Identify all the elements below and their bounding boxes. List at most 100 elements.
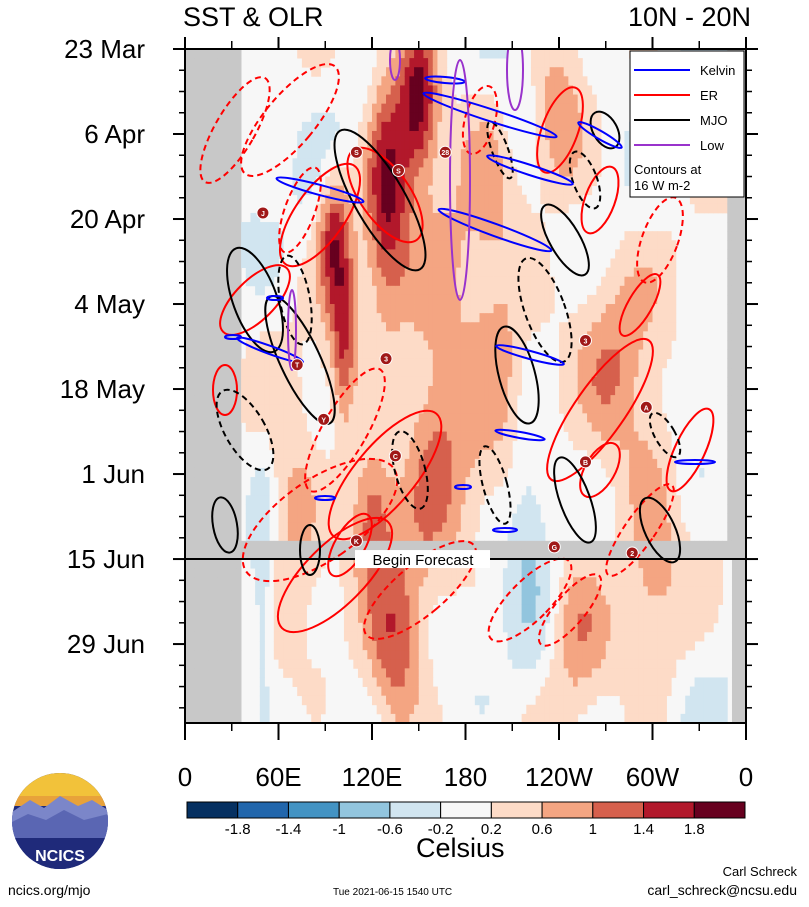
heatmap-cell xyxy=(231,504,237,514)
heatmap-cell xyxy=(194,641,200,651)
heatmap-cell xyxy=(619,431,625,442)
heatmap-cell xyxy=(348,322,354,332)
heatmap-cell xyxy=(194,85,200,95)
heatmap-cell xyxy=(512,540,518,551)
heatmap-cell xyxy=(372,94,378,105)
heatmap-cell xyxy=(297,140,303,150)
heatmap-cell xyxy=(582,440,588,451)
heatmap-cell xyxy=(390,304,396,314)
heatmap-cell xyxy=(619,395,625,405)
heatmap-cell xyxy=(362,604,368,615)
heatmap-cell xyxy=(442,76,448,86)
heatmap-cell xyxy=(615,294,621,305)
heatmap-cell xyxy=(386,331,392,341)
heatmap-cell xyxy=(409,222,415,232)
heatmap-cell xyxy=(189,322,195,332)
heatmap-cell xyxy=(432,358,438,369)
heatmap-cell xyxy=(428,313,434,323)
heatmap-cell xyxy=(601,622,607,633)
heatmap-cell xyxy=(213,258,219,268)
heatmap-cell xyxy=(568,704,574,715)
heatmap-cell xyxy=(231,577,237,587)
heatmap-cell xyxy=(400,276,406,287)
heatmap-cell xyxy=(596,540,602,551)
heatmap-cell xyxy=(348,495,354,505)
heatmap-cell xyxy=(311,313,317,323)
heatmap-cell xyxy=(432,331,438,341)
heatmap-cell xyxy=(456,367,462,378)
heatmap-cell xyxy=(507,222,513,232)
heatmap-cell xyxy=(217,449,223,460)
heatmap-cell xyxy=(428,203,434,214)
heatmap-cell xyxy=(460,577,466,587)
heatmap-cell xyxy=(451,386,457,396)
heatmap-cell xyxy=(400,686,406,697)
heatmap-cell xyxy=(227,704,233,715)
heatmap-cell xyxy=(428,504,434,514)
heatmap-cell xyxy=(362,413,368,423)
heatmap-cell xyxy=(357,404,364,414)
heatmap-cell xyxy=(329,513,335,524)
heatmap-cell xyxy=(544,58,551,68)
heatmap-cell xyxy=(222,358,228,369)
heatmap-cell xyxy=(423,522,429,533)
heatmap-cell xyxy=(577,559,583,569)
heatmap-cell xyxy=(540,103,546,114)
heatmap-cell xyxy=(367,222,373,232)
heatmap-cell xyxy=(320,58,326,68)
heatmap-cell xyxy=(540,294,546,305)
heatmap-cell xyxy=(217,240,223,250)
heatmap-cell xyxy=(437,513,443,524)
heatmap-cell xyxy=(269,249,275,259)
heatmap-cell xyxy=(559,112,565,123)
heatmap-cell xyxy=(610,386,616,396)
heatmap-cell xyxy=(194,559,200,569)
heatmap-cell xyxy=(507,167,513,177)
heatmap-cell xyxy=(311,449,317,460)
heatmap-cell xyxy=(465,313,471,323)
heatmap-cell xyxy=(479,140,485,150)
heatmap-cell xyxy=(432,431,438,442)
heatmap-cell xyxy=(549,695,555,706)
heatmap-cell xyxy=(348,431,354,442)
heatmap-cell xyxy=(414,167,420,177)
heatmap-cell xyxy=(301,631,307,642)
heatmap-cell xyxy=(245,422,251,432)
heatmap-cell xyxy=(357,322,364,332)
heatmap-cell xyxy=(199,58,205,68)
heatmap-cell xyxy=(390,540,396,551)
heatmap-cell xyxy=(203,313,209,323)
heatmap-cell xyxy=(231,358,237,369)
heatmap-cell xyxy=(479,695,485,706)
heatmap-cell xyxy=(227,395,233,405)
heatmap-cell xyxy=(470,531,476,542)
heatmap-cell xyxy=(343,294,350,305)
heatmap-cell xyxy=(208,540,214,551)
heatmap-cell xyxy=(400,668,406,678)
heatmap-cell xyxy=(357,477,364,487)
heatmap-cell xyxy=(227,504,233,514)
heatmap-cell xyxy=(306,58,312,68)
heatmap-cell xyxy=(390,203,396,214)
heatmap-cell xyxy=(208,595,214,605)
heatmap-cell xyxy=(442,577,448,587)
heatmap-cell xyxy=(400,513,406,524)
heatmap-cell xyxy=(488,449,494,460)
heatmap-cell xyxy=(334,276,340,287)
heatmap-cell xyxy=(217,376,223,387)
heatmap-cell xyxy=(199,304,205,314)
heatmap-cell xyxy=(194,285,200,296)
heatmap-cell xyxy=(605,449,611,460)
heatmap-cell xyxy=(456,422,462,432)
heatmap-cell xyxy=(213,103,219,114)
heatmap-cell xyxy=(605,294,611,305)
heatmap-cell xyxy=(362,222,368,232)
heatmap-cell xyxy=(554,67,560,77)
heatmap-cell xyxy=(283,631,289,642)
heatmap-cell xyxy=(409,140,415,150)
heatmap-cell xyxy=(395,495,401,505)
heatmap-cell xyxy=(348,504,354,514)
heatmap-cell xyxy=(615,549,621,560)
heatmap-cell xyxy=(357,622,364,633)
heatmap-cell xyxy=(376,258,382,268)
